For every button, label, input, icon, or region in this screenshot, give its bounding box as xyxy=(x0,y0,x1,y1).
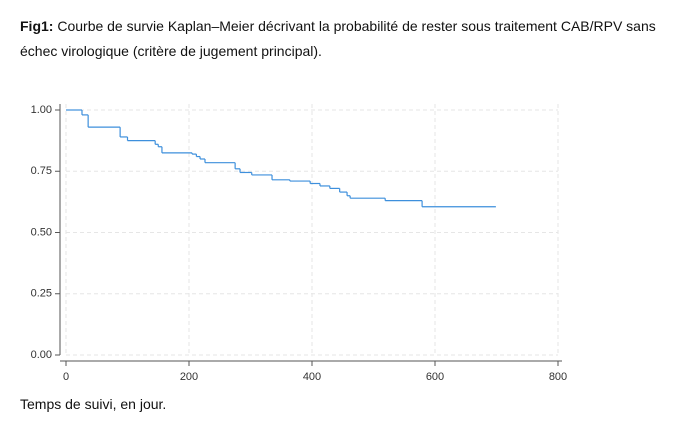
x-tick-label: 0 xyxy=(63,371,69,383)
x-axis-label: Temps de suivi, en jour. xyxy=(20,396,167,412)
x-tick-label: 600 xyxy=(426,371,444,383)
y-tick-label: 0.50 xyxy=(31,226,52,238)
x-tick-label: 200 xyxy=(180,371,198,383)
caption: Fig1: Courbe de survie Kaplan–Meier décr… xyxy=(20,14,660,64)
x-tick-label: 800 xyxy=(549,371,567,383)
x-tick-label: 400 xyxy=(303,371,321,383)
y-tick-label: 0.25 xyxy=(31,288,52,300)
y-tick-label: 1.00 xyxy=(31,104,52,116)
chart: 0.00 0.25 0.50 0.75 1.00 0 200 400 600 800 xyxy=(31,104,568,383)
chart-title: Courbe de survie Kaplan–Meier décrivant … xyxy=(20,18,656,59)
y-tick-label: 0.00 xyxy=(31,349,52,361)
figure-label: Fig1: xyxy=(20,18,54,34)
y-tick-label: 0.75 xyxy=(31,165,52,177)
